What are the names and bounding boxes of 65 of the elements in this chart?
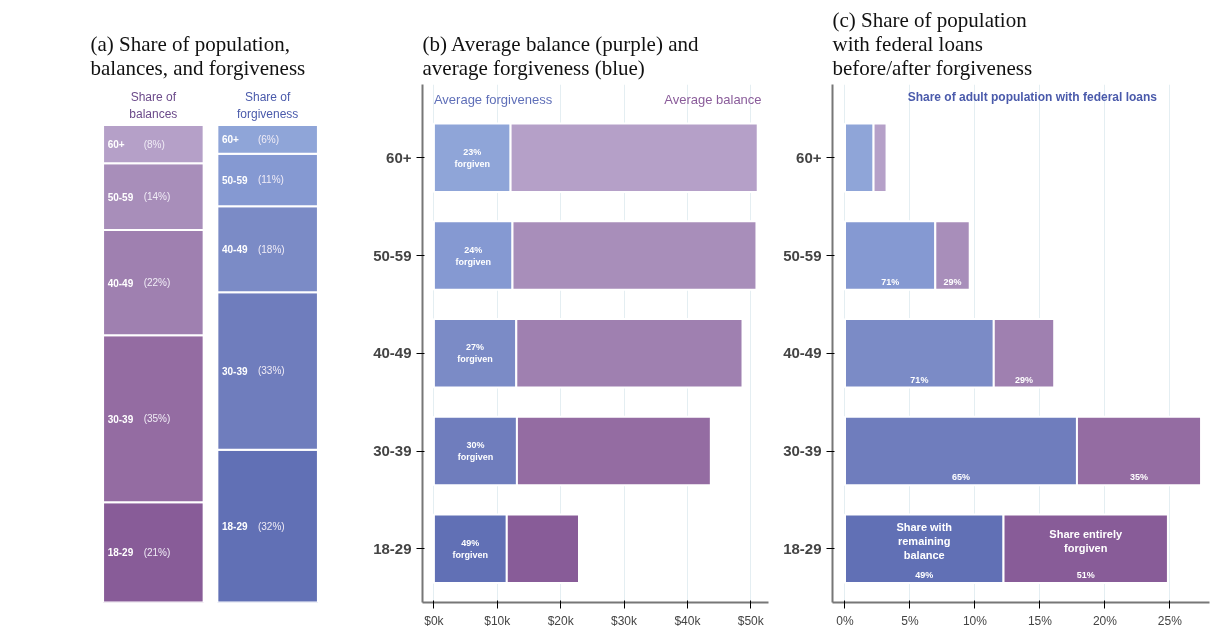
x-tick-label: 20% (1092, 613, 1118, 628)
x-tick-label: $20k (547, 613, 575, 628)
data-label: (14%) (143, 191, 171, 203)
annotation: 65% (951, 472, 970, 483)
series-label: 60+ (221, 134, 240, 146)
annotation: 51% (1076, 570, 1095, 581)
y-tick-label: 18-29 (373, 539, 412, 557)
x-tick-label: $0k (424, 613, 445, 628)
y-tick-label: 30-39 (373, 442, 412, 460)
y-tick-label: 50-59 (373, 246, 412, 264)
chart-title: (a) Share of population, balances, and forgiveness (90, 31, 306, 80)
category-label: Share of balances (129, 90, 178, 122)
annotation: 29% (943, 276, 962, 287)
series-label: 40-49 (221, 244, 248, 256)
x-tick-label: 10% (962, 613, 988, 628)
x-tick-label: 0% (836, 613, 854, 628)
y-tick-label: 50-59 (783, 246, 822, 264)
annotation: 27% forgiven (457, 342, 493, 365)
y-tick-label: 30-39 (783, 442, 822, 460)
category-label: Share of forgiveness (236, 90, 299, 122)
series-label: Share entirely forgiven (1049, 527, 1123, 555)
y-tick-label: 40-49 (373, 344, 412, 362)
data-label: (32%) (257, 520, 285, 532)
text: 18-29 (107, 547, 134, 559)
series-label: 30-39 (221, 365, 248, 377)
series-label: 18-29 (221, 521, 248, 533)
series-label: 50-59 (221, 174, 248, 186)
data-label: (33%) (257, 365, 285, 377)
annotation: 24% forgiven (455, 244, 491, 267)
annotation: 30% forgiven (457, 440, 494, 463)
annotation: 71% (881, 276, 900, 287)
series-label: Average forgiveness (433, 91, 553, 107)
annotation: 49% forgiven (452, 537, 489, 560)
x-tick-label: $40k (674, 613, 702, 628)
text: Share of adult population with federal loans (907, 90, 1158, 105)
text: 40-49 (107, 277, 134, 289)
text: 30-39 (107, 413, 134, 425)
data-label: (8%) (143, 138, 165, 150)
annotation: 23% forgiven (454, 146, 491, 169)
x-tick-label: 15% (1027, 613, 1053, 628)
y-tick-label: 40-49 (783, 344, 822, 362)
x-tick-label: $50k (737, 613, 765, 628)
x-tick-label: 5% (901, 613, 919, 628)
data-label: (6%) (257, 133, 280, 145)
data-label: (11%) (257, 174, 284, 186)
y-tick-label: 60+ (386, 148, 412, 166)
x-tick-label: 25% (1157, 613, 1183, 628)
data-label: (21%) (143, 546, 171, 558)
annotation: 71% (910, 374, 929, 385)
data-label: (35%) (143, 413, 171, 425)
data-label: (18%) (257, 243, 285, 255)
chart-title: (b) Average balance (purple) and average forgiveness (blue) (422, 31, 699, 80)
text: 60+ (107, 139, 125, 151)
y-tick-label: 60+ (796, 148, 822, 166)
annotation: 35% (1129, 472, 1149, 483)
y-tick-label: 18-29 (783, 539, 822, 557)
text: 50-59 (107, 191, 134, 203)
x-tick-label: $10k (484, 613, 512, 628)
chart-title: (c) Share of population with federal loans before/after forgiveness (832, 7, 1033, 80)
x-tick-label: $30k (611, 613, 639, 628)
annotation: 49% (915, 570, 934, 581)
series-label: Share with remaining balance (896, 520, 953, 562)
annotation: 29% (1014, 374, 1033, 385)
data-label: (22%) (143, 277, 171, 289)
series-label: Average balance (664, 91, 762, 107)
